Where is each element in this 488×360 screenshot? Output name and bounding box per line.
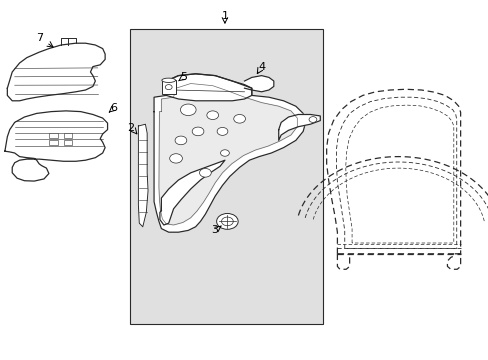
Polygon shape bbox=[160, 160, 224, 225]
Circle shape bbox=[199, 168, 211, 177]
Circle shape bbox=[180, 104, 196, 116]
Circle shape bbox=[221, 217, 233, 226]
Polygon shape bbox=[5, 111, 107, 181]
Bar bbox=[63, 133, 72, 138]
Bar bbox=[49, 140, 58, 145]
Text: 1: 1 bbox=[221, 11, 228, 21]
Circle shape bbox=[216, 213, 238, 229]
Text: 5: 5 bbox=[180, 72, 186, 82]
Circle shape bbox=[175, 136, 186, 145]
Text: 7: 7 bbox=[37, 33, 43, 43]
Polygon shape bbox=[138, 124, 148, 227]
Circle shape bbox=[169, 154, 182, 163]
Bar bbox=[162, 80, 175, 94]
Polygon shape bbox=[244, 76, 273, 92]
Polygon shape bbox=[166, 74, 251, 101]
Text: 4: 4 bbox=[258, 62, 264, 72]
Circle shape bbox=[192, 127, 203, 136]
Circle shape bbox=[206, 111, 218, 120]
Polygon shape bbox=[278, 114, 320, 140]
Circle shape bbox=[233, 114, 245, 123]
Circle shape bbox=[220, 150, 229, 156]
Polygon shape bbox=[159, 84, 297, 225]
Circle shape bbox=[165, 85, 172, 90]
Text: 2: 2 bbox=[127, 123, 134, 133]
Bar bbox=[63, 140, 72, 145]
Polygon shape bbox=[154, 74, 305, 232]
Polygon shape bbox=[7, 43, 105, 101]
Circle shape bbox=[217, 127, 227, 135]
Bar bbox=[49, 133, 58, 138]
Circle shape bbox=[308, 117, 316, 122]
Text: 3: 3 bbox=[211, 225, 218, 235]
Ellipse shape bbox=[162, 78, 175, 82]
Bar bbox=[129, 29, 322, 324]
Text: 6: 6 bbox=[110, 103, 117, 113]
